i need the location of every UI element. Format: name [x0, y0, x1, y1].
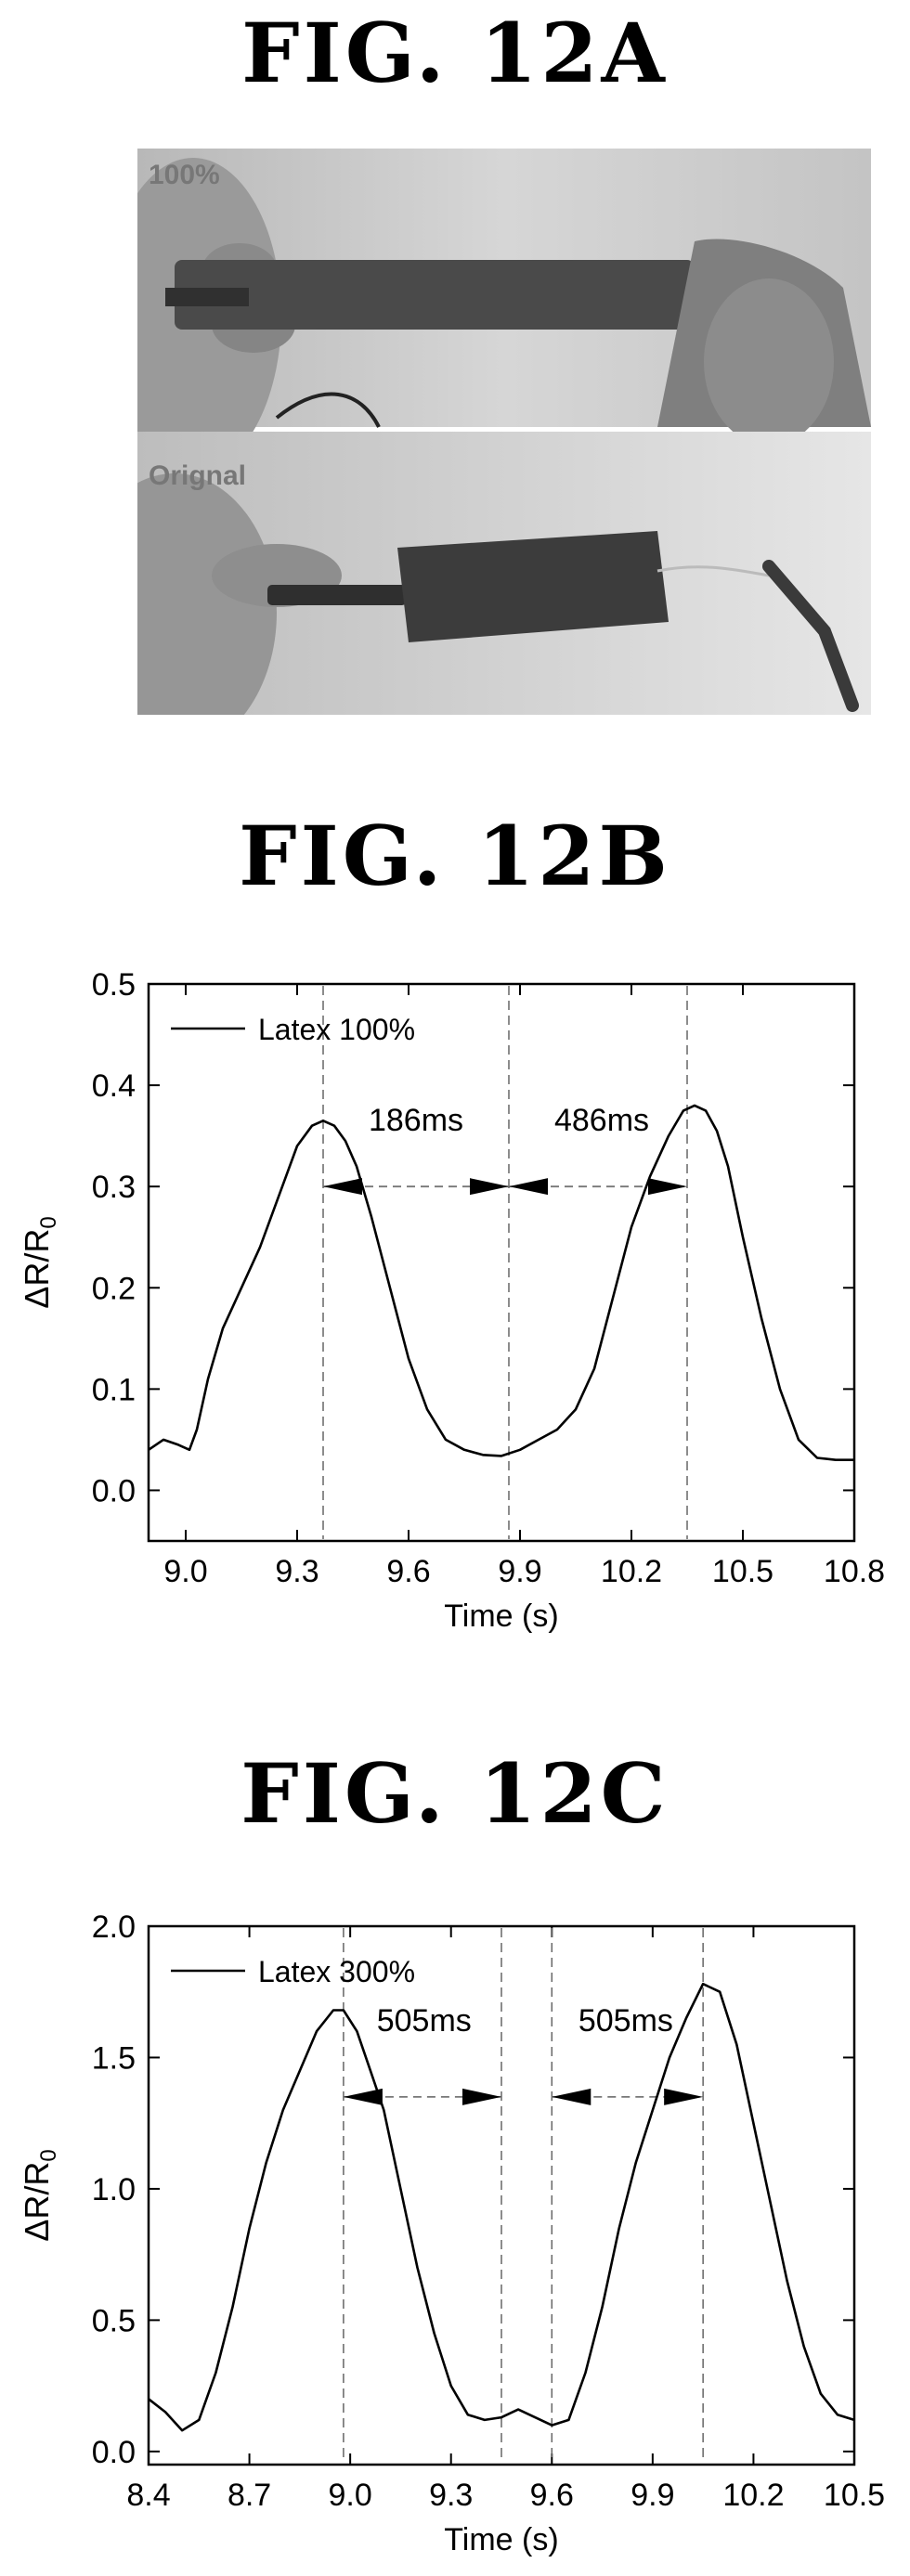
- chartb-y-tick-label: 0.1: [92, 1372, 136, 1407]
- chartb-arrowhead-right: [648, 1178, 687, 1196]
- chartb-x-tick-label: 10.8: [824, 1554, 885, 1589]
- chartb-y-tick-label: 0.0: [92, 1473, 136, 1508]
- bottom-photo-label: Orignal: [149, 460, 246, 491]
- chartb-y-tick-label: 0.5: [92, 967, 136, 1003]
- chartb-x-tick-label: 9.3: [275, 1554, 318, 1589]
- chartc-x-tick-label: 8.7: [228, 2478, 271, 2513]
- chartb-series-line: [148, 1104, 854, 1461]
- chartc-plot-frame: [147, 1924, 856, 2466]
- chartc-x-axis-label: Time (s): [444, 2522, 558, 2557]
- photo-top-stretched: [137, 149, 871, 473]
- chartc-y-axis-label: ΔR/R0: [18, 2149, 61, 2241]
- chartc-y-axis-label-subscript: 0: [36, 2149, 61, 2161]
- chartc-y-tick-label: 1.0: [92, 2172, 136, 2207]
- chartc-y-tick-label: 1.5: [92, 2040, 136, 2076]
- chartc-y-tick-label: 0.0: [92, 2435, 136, 2470]
- chartc-interval-annotation: 505ms: [578, 2003, 673, 2039]
- chartc-interval-annotation: 505ms: [377, 2003, 472, 2039]
- chart-12b: 9.0 9.3 9.6 9.9 10.2 10.5 10.8 0.0 0.1 0.2 0.3 0.4 0…: [18, 967, 885, 1634]
- chartc-x-tick-label: 8.4: [126, 2478, 170, 2513]
- chartb-y-tick-label: 0.4: [92, 1068, 136, 1104]
- chartb-arrowhead-left: [509, 1178, 548, 1196]
- chartc-x-tick-label: 9.3: [429, 2478, 473, 2513]
- figure-12b-title: FIG. 12B: [239, 808, 671, 904]
- chartb-x-tick-label: 10.2: [601, 1554, 662, 1589]
- chart-12c: 8.4 8.7 9.0 9.3 9.6 9.9 10.2 10.5 0.0 0.5 1.0 1.5 2.…: [18, 1909, 885, 2557]
- chartc-x-tick-label: 9.6: [530, 2478, 574, 2513]
- chartb-x-axis-label: Time (s): [444, 1599, 558, 1634]
- chartb-legend-label: Latex 100%: [258, 1013, 415, 1046]
- chartc-y-tick-label: 0.5: [92, 2303, 136, 2338]
- chartc-arrowhead-right: [664, 2088, 704, 2105]
- chartc-arrowhead-left: [552, 2088, 592, 2105]
- chartc-x-tick-label: 9.9: [630, 2478, 674, 2513]
- chartb-y-tick-label: 0.3: [92, 1170, 136, 1205]
- photo-bottom-original: [137, 432, 871, 715]
- chartc-x-tick-label: 10.2: [722, 2478, 784, 2513]
- chartb-x-tick-label: 10.5: [712, 1554, 774, 1589]
- chartc-y-tick-label: 2.0: [92, 1909, 136, 1945]
- chartc-x-tick-label: 10.5: [824, 2478, 885, 2513]
- chartb-arrowhead-right: [470, 1178, 509, 1196]
- chartc-arrowhead-right: [462, 2088, 501, 2105]
- chartb-y-tick-label: 0.2: [92, 1271, 136, 1306]
- chartb-y-axis-label-subscript: 0: [36, 1216, 61, 1228]
- chartc-arrowhead-left: [343, 2088, 383, 2105]
- chartb-y-axis-label: ΔR/R0: [18, 1216, 61, 1308]
- figure-12a-title: FIG. 12A: [241, 5, 669, 101]
- chartb-x-tick-label: 9.0: [163, 1554, 207, 1589]
- chartc-series-line: [148, 1982, 855, 2432]
- chartb-interval-annotation: 486ms: [554, 1103, 649, 1138]
- figure-12c-title: FIG. 12C: [240, 1745, 670, 1842]
- chartc-x-tick-label: 9.0: [329, 2478, 372, 2513]
- chartb-interval-annotation: 186ms: [369, 1103, 463, 1138]
- chartc-legend-label: Latex 300%: [258, 1955, 415, 1988]
- chartb-x-tick-label: 9.6: [386, 1554, 430, 1589]
- chartb-x-tick-label: 9.9: [498, 1554, 541, 1589]
- chartb-arrowhead-left: [323, 1178, 362, 1196]
- stretch-photo-panel: 100% Orignal: [137, 149, 871, 715]
- top-photo-label: 100%: [149, 160, 220, 190]
- chartb-plot-frame: [147, 982, 856, 1543]
